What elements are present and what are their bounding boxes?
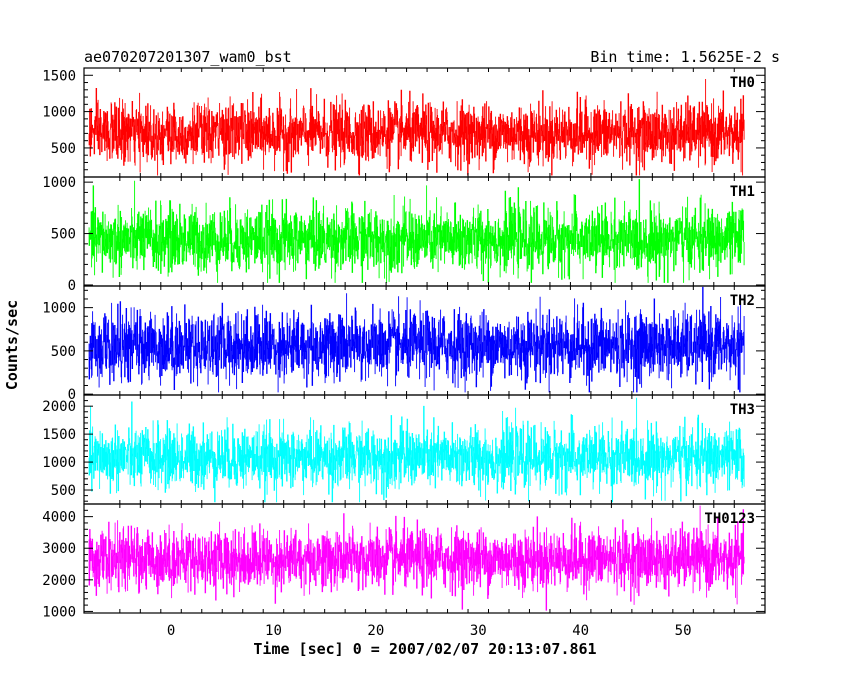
panel-th1: 0 500 1000 TH1 [42,175,766,294]
series-th0 [88,79,745,176]
y-tick-label: 1500 [42,427,76,443]
panel-label-th0: TH0 [730,75,755,91]
y-tick-label: 2000 [42,399,76,415]
panel-label-th1: TH1 [730,184,755,200]
series-th1 [88,179,745,283]
y-tick-label: 1000 [42,301,76,317]
y-tick-label: 4000 [42,510,76,526]
y-tick-label: 3000 [42,541,76,557]
panel-th2: 0 500 1000 TH2 [42,285,766,403]
series-th2 [88,286,745,393]
y-axis-label: Counts/sec [3,300,21,390]
x-tick-label: 20 [367,623,384,639]
y-tick-label: 0 [68,278,76,294]
y-tick-label: 1500 [42,68,76,84]
y-tick-label: 1000 [42,455,76,471]
series-th3 [88,397,745,503]
y-tick-label: 1000 [42,105,76,121]
y-tick-label: 500 [51,141,76,157]
panel-label-th0123: TH0123 [704,511,755,527]
panel-frame [83,503,766,614]
panel-th3: 500 1000 1500 2000 TH3 [42,394,766,505]
panel-th0123: 1000 2000 3000 4000 TH0123 [42,503,766,620]
x-tick-label: 0 [167,623,175,639]
series-th0123 [88,505,745,611]
y-tick-label: 500 [51,344,76,360]
x-tick-label: 50 [675,623,692,639]
bin-time-label: Bin time: 1.5625E-2 s [590,48,780,66]
x-tick-label: 40 [572,623,589,639]
panel-label-th3: TH3 [730,402,755,418]
x-axis-label: Time [sec] 0 = 2007/02/07 20:13:07.861 [253,640,596,658]
y-tick-label: 500 [51,227,76,243]
chart-title: ae070207201307_wam0_bst [84,48,292,66]
x-tick-label: 10 [265,623,282,639]
y-tick-label: 2000 [42,573,76,589]
panel-label-th2: TH2 [730,293,755,309]
y-tick-label: 0 [68,387,76,403]
y-tick-label: 1000 [42,175,76,191]
panel-th0: 500 1000 1500 TH0 [42,67,766,178]
y-tick-label: 1000 [42,604,76,620]
y-tick-label: 500 [51,483,76,499]
x-tick-label: 30 [470,623,487,639]
